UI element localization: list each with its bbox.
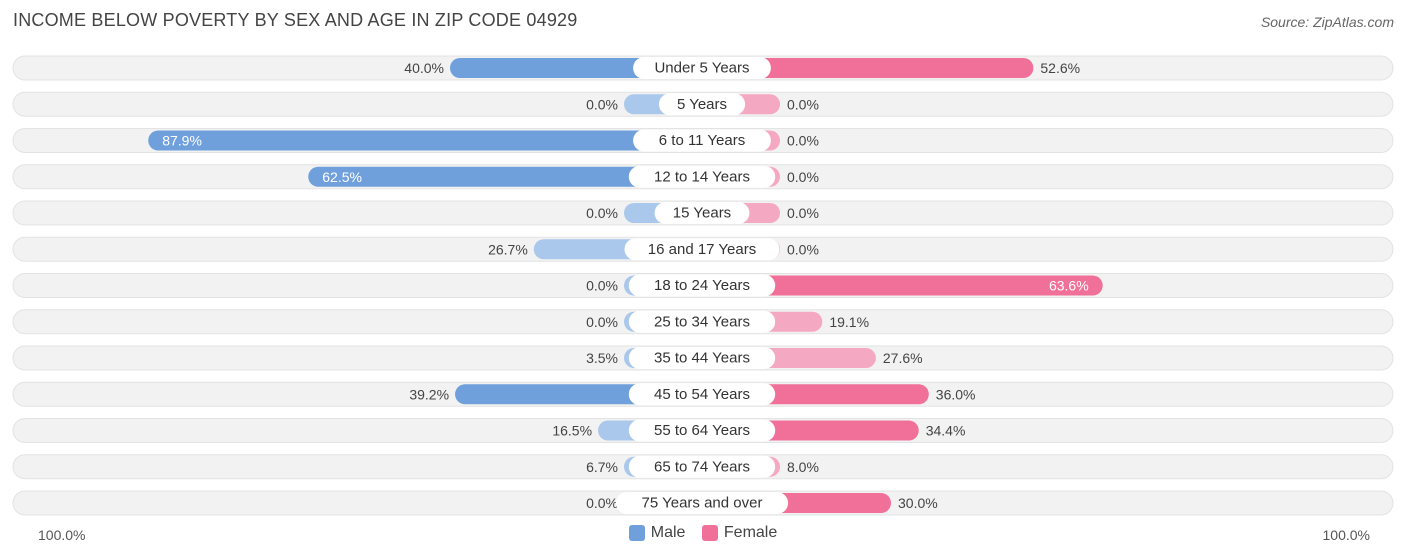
male-value-label: 0.0% [586, 278, 618, 294]
category-pill [633, 129, 771, 152]
category-pill [628, 274, 776, 297]
male-value-label: 0.0% [586, 495, 618, 511]
legend-item-female: Female [701, 524, 778, 542]
female-bar [702, 275, 1103, 296]
male-value-label: 0.0% [586, 205, 618, 221]
category-label: Under 5 Years [654, 60, 749, 77]
category-pill [628, 165, 776, 188]
female-value-label: 52.6% [1040, 60, 1080, 76]
category-pill [624, 238, 780, 261]
source-note: Source: ZipAtlas.com [1260, 14, 1394, 30]
legend-item-male: Male [628, 524, 686, 542]
male-bar [148, 130, 703, 151]
category-pill [628, 310, 776, 333]
male-value-label: 62.5% [322, 169, 362, 185]
category-pill [658, 93, 746, 116]
female-value-label: 0.0% [787, 96, 819, 112]
female-value-label: 34.4% [926, 423, 966, 439]
category-label: 5 Years [677, 96, 727, 113]
male-value-label: 39.2% [409, 386, 449, 402]
category-label: 65 to 74 Years [654, 458, 750, 475]
category-label: 18 to 24 Years [654, 277, 750, 294]
male-swatch [628, 525, 645, 541]
category-label: 75 Years and over [642, 495, 763, 512]
category-label: 16 and 17 Years [648, 241, 756, 258]
female-value-label: 0.0% [787, 169, 819, 185]
category-pill [628, 347, 776, 369]
female-bar [702, 58, 1034, 78]
chart-title: INCOME BELOW POVERTY BY SEX AND AGE IN Z… [13, 10, 578, 30]
category-label: 55 to 64 Years [654, 422, 750, 439]
female-swatch [701, 525, 718, 541]
male-value-label: 87.9% [162, 133, 202, 149]
category-pill [654, 202, 750, 224]
category-label: 15 Years [673, 205, 731, 222]
male-value-label: 0.0% [586, 96, 618, 112]
axis-left-label: 100.0% [38, 527, 86, 543]
male-value-label: 6.7% [586, 459, 618, 475]
female-value-label: 0.0% [787, 205, 819, 221]
category-label: 35 to 44 Years [654, 350, 750, 367]
male-value-label: 3.5% [586, 350, 618, 366]
male-value-label: 40.0% [404, 60, 444, 76]
category-pill [615, 492, 789, 514]
category-label: 25 to 34 Years [654, 313, 750, 330]
category-pill [628, 455, 776, 478]
female-value-label: 63.6% [1049, 278, 1089, 294]
legend-female-label: Female [723, 524, 778, 541]
female-value-label: 8.0% [787, 459, 819, 475]
female-value-label: 36.0% [936, 386, 976, 402]
legend-male-label: Male [650, 524, 686, 541]
male-value-label: 0.0% [586, 314, 618, 330]
legend: Male Female [0, 524, 1406, 546]
male-value-label: 16.5% [552, 423, 592, 439]
category-pill [633, 57, 771, 79]
female-value-label: 0.0% [787, 133, 819, 149]
category-pill [628, 419, 776, 442]
male-bar [308, 166, 702, 187]
female-value-label: 19.1% [829, 314, 869, 330]
female-value-label: 30.0% [898, 495, 938, 511]
female-value-label: 0.0% [787, 241, 819, 257]
category-label: 45 to 54 Years [654, 386, 750, 403]
axis-right-label: 100.0% [1322, 527, 1370, 543]
male-value-label: 26.7% [488, 241, 528, 257]
female-value-label: 27.6% [883, 350, 923, 366]
category-pill [628, 383, 776, 406]
category-label: 6 to 11 Years [659, 132, 745, 149]
category-label: 12 to 14 Years [654, 168, 750, 185]
